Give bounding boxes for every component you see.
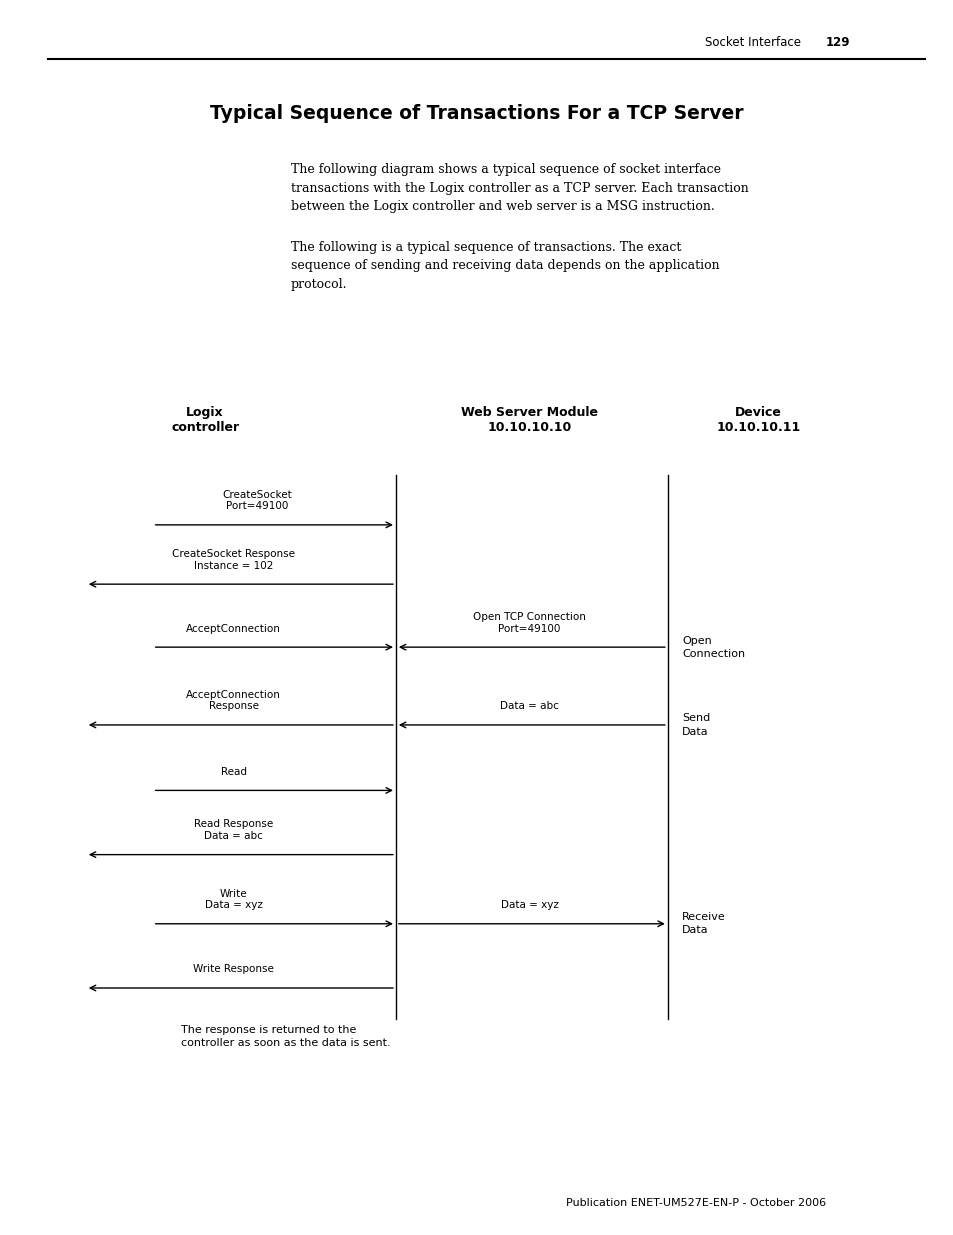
Text: Typical Sequence of Transactions For a TCP Server: Typical Sequence of Transactions For a T… bbox=[210, 104, 743, 124]
Text: The following is a typical sequence of transactions. The exact
sequence of sendi: The following is a typical sequence of t… bbox=[291, 241, 719, 290]
Text: The following diagram shows a typical sequence of socket interface
transactions : The following diagram shows a typical se… bbox=[291, 163, 748, 212]
Text: CreateSocket Response
Instance = 102: CreateSocket Response Instance = 102 bbox=[172, 550, 294, 571]
Text: Logix
controller: Logix controller bbox=[171, 406, 239, 433]
Text: Device
10.10.10.11: Device 10.10.10.11 bbox=[716, 406, 800, 433]
Text: Data = abc: Data = abc bbox=[499, 701, 558, 711]
Text: Socket Interface: Socket Interface bbox=[704, 36, 801, 49]
Text: CreateSocket
Port=49100: CreateSocket Port=49100 bbox=[222, 490, 293, 511]
Text: Read: Read bbox=[220, 767, 247, 777]
Text: AcceptConnection: AcceptConnection bbox=[186, 624, 281, 634]
Text: The response is returned to the
controller as soon as the data is sent.: The response is returned to the controll… bbox=[181, 1025, 391, 1049]
Text: Write Response: Write Response bbox=[193, 965, 274, 974]
Text: Data = xyz: Data = xyz bbox=[500, 900, 558, 910]
Text: Send
Data: Send Data bbox=[681, 714, 710, 736]
Text: Read Response
Data = abc: Read Response Data = abc bbox=[193, 820, 274, 841]
Text: Open TCP Connection
Port=49100: Open TCP Connection Port=49100 bbox=[473, 613, 585, 634]
Text: AcceptConnection
Response: AcceptConnection Response bbox=[186, 690, 281, 711]
Text: Web Server Module
10.10.10.10: Web Server Module 10.10.10.10 bbox=[460, 406, 598, 433]
Text: Write
Data = xyz: Write Data = xyz bbox=[205, 889, 262, 910]
Text: 129: 129 bbox=[824, 36, 849, 49]
Text: Receive
Data: Receive Data bbox=[681, 913, 725, 935]
Text: Open
Connection: Open Connection bbox=[681, 636, 744, 658]
Text: Publication ENET-UM527E-EN-P - October 2006: Publication ENET-UM527E-EN-P - October 2… bbox=[566, 1198, 825, 1208]
